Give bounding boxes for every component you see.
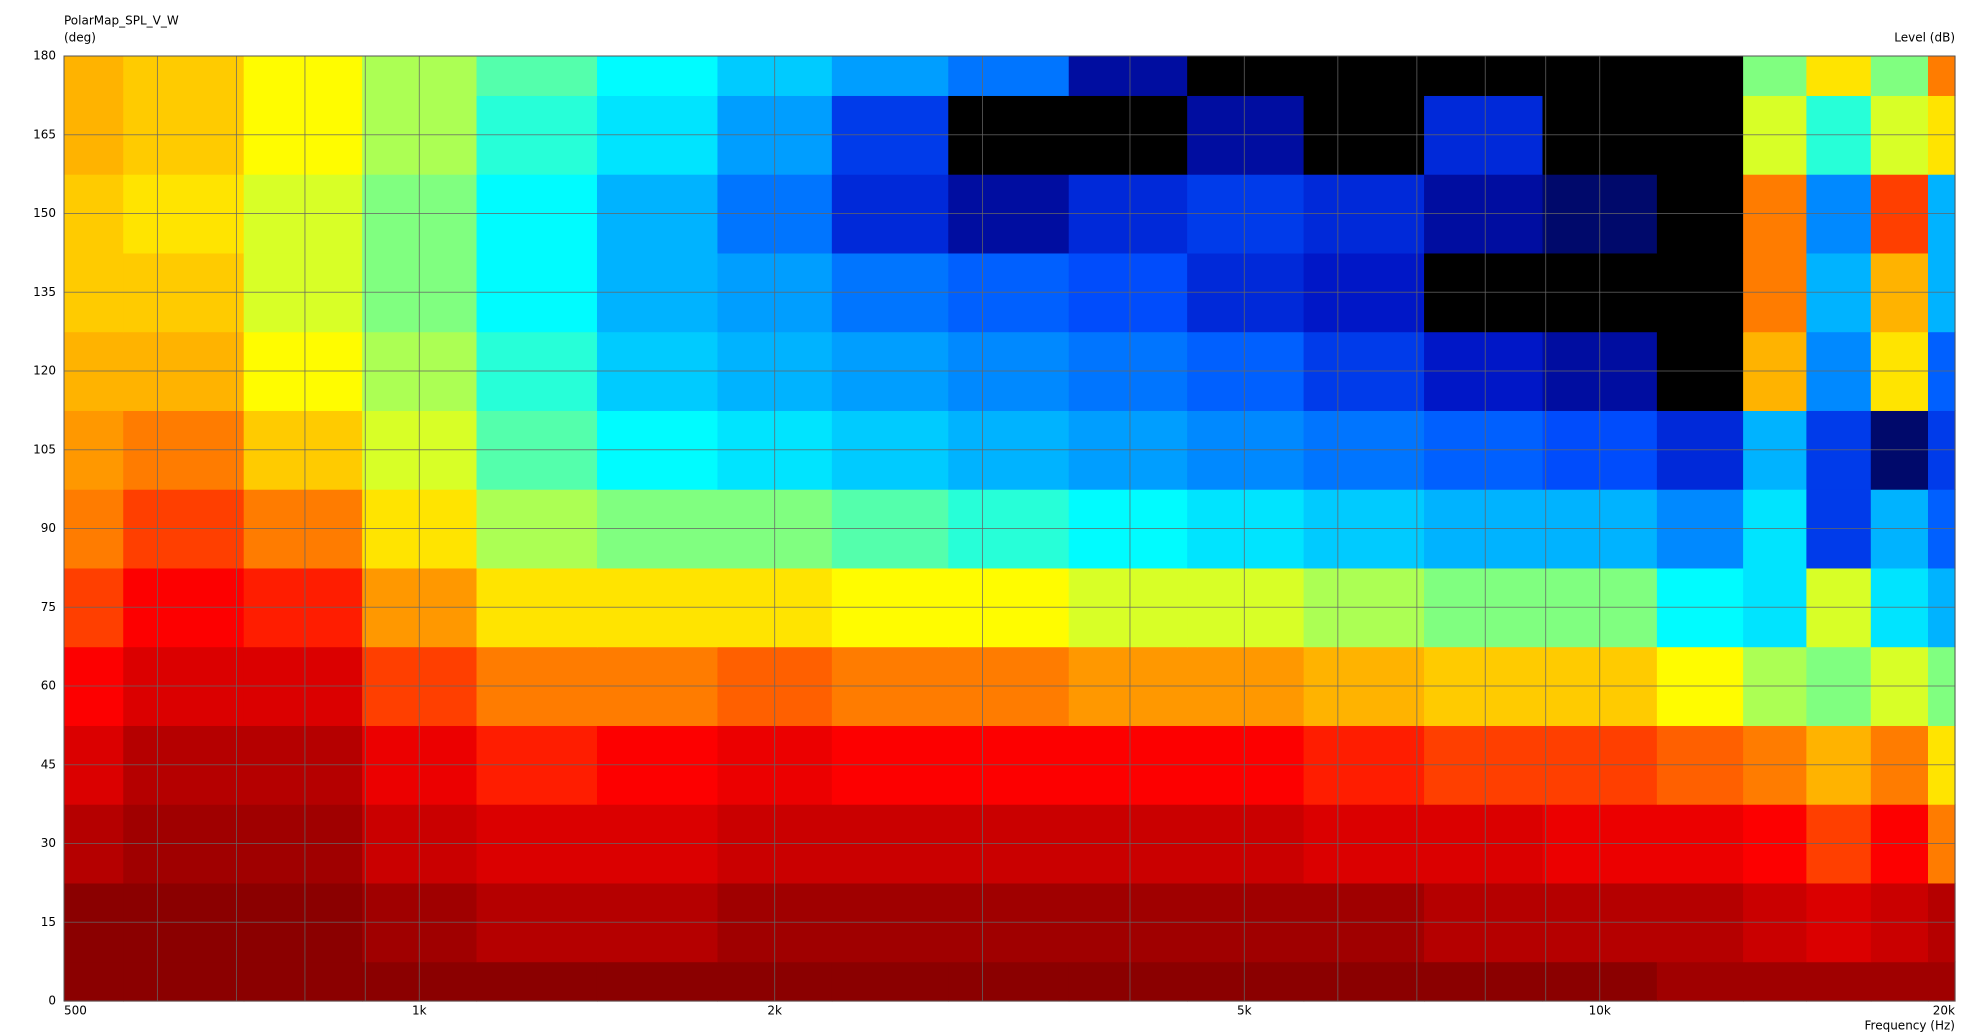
heat-cell — [1303, 961, 1425, 1002]
y-tick-label: 180 — [33, 49, 56, 63]
y-axis-label: (deg) — [64, 31, 96, 45]
heat-cell — [596, 56, 719, 96]
heat-cell — [1870, 56, 1929, 96]
y-tick-label: 120 — [33, 364, 56, 378]
heat-cell — [1927, 56, 1956, 96]
x-tick-label: 500 — [64, 1004, 87, 1018]
heat-cell — [596, 961, 719, 1002]
heat-cell — [1187, 961, 1305, 1002]
heat-cell — [1656, 961, 1744, 1002]
y-tick-label: 30 — [41, 836, 56, 850]
heat-cell — [1303, 56, 1425, 96]
chart-title: PolarMap_SPL_V_W — [64, 14, 179, 28]
heat-cell — [1068, 56, 1188, 96]
y-tick-label: 60 — [41, 679, 56, 693]
heat-cell — [476, 961, 598, 1002]
y-tick-label: 150 — [33, 206, 56, 220]
y-tick-label: 75 — [41, 600, 56, 614]
heat-cell — [1424, 56, 1544, 96]
heat-cell — [831, 961, 949, 1002]
y-tick-label: 165 — [33, 127, 56, 141]
y-tick-label: 135 — [33, 285, 56, 299]
heat-cell — [1743, 56, 1807, 96]
y-tick-label: 90 — [41, 521, 56, 535]
heat-cell — [243, 961, 363, 1002]
heat-cell — [1187, 56, 1305, 96]
plot-frame — [63, 55, 1956, 1002]
heat-cell — [948, 56, 1070, 96]
heat-cell — [948, 961, 1070, 1002]
heat-cell — [243, 56, 363, 96]
heat-cell — [1806, 961, 1872, 1002]
heat-cell — [831, 56, 949, 96]
heat-cell — [1806, 56, 1872, 96]
level-label: Level (dB) — [1894, 31, 1955, 45]
y-tick-label: 0 — [48, 994, 56, 1008]
x-tick-label: 1k — [412, 1004, 427, 1018]
x-tick-label: 5k — [1237, 1004, 1252, 1018]
heat-cell — [64, 56, 124, 96]
heat-cell — [123, 56, 245, 96]
x-tick-label: 20k — [1933, 1004, 1955, 1018]
x-axis-label: Frequency (Hz) — [1865, 1019, 1956, 1033]
heat-cell — [1743, 961, 1807, 1002]
y-tick-label: 105 — [33, 442, 56, 456]
x-tick-label: 2k — [767, 1004, 782, 1018]
heat-cell — [1424, 961, 1544, 1002]
y-tick-label: 15 — [41, 915, 56, 929]
heat-cell — [1068, 961, 1188, 1002]
y-tick-label: 45 — [41, 757, 56, 771]
heat-cell — [1656, 56, 1744, 96]
x-tick-label: 10k — [1589, 1004, 1611, 1018]
heat-cell — [64, 961, 124, 1002]
heat-cell — [1927, 961, 1956, 1002]
heat-cell — [476, 56, 598, 96]
heat-cell — [1870, 961, 1929, 1002]
heat-cell — [123, 961, 245, 1002]
